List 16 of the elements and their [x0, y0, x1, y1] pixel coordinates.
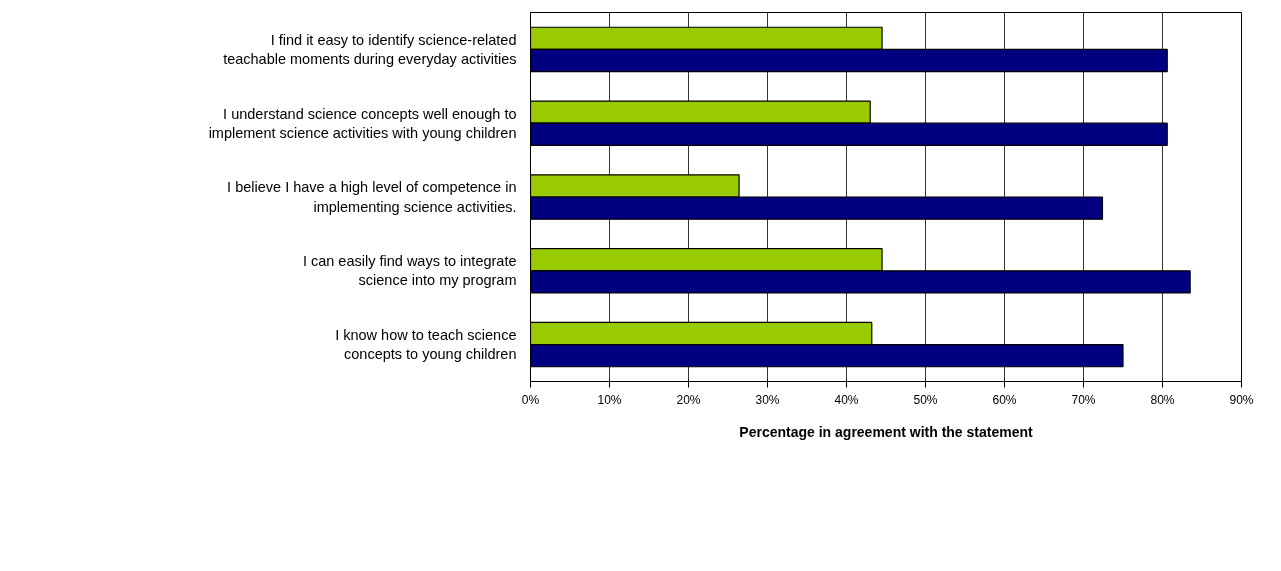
x-tick-label: 50% — [913, 392, 938, 407]
x-tick-label: 40% — [834, 392, 859, 407]
x-tick-label: 90% — [1229, 392, 1254, 407]
x-axis-title: Percentage in agreement with the statement — [739, 423, 1033, 440]
y-tick-label: I believe I have a high level of competence in implementing science activities. — [227, 179, 517, 215]
x-tick-label: 20% — [676, 392, 701, 407]
x-tick-label: 10% — [597, 392, 622, 407]
x-tick-label: 60% — [992, 392, 1017, 407]
y-tick-label: I understand science concepts well enough to implement science activities with young children — [208, 105, 517, 141]
y-tick-label: I can easily find ways to integrate science into my program — [302, 253, 517, 289]
x-tick-label: 30% — [755, 392, 780, 407]
y-tick-label: I find it easy to identify science-related teachable moments during everyday activities — [223, 31, 517, 67]
x-tick-label: 70% — [1071, 392, 1096, 407]
x-tick-label: 0% — [521, 392, 540, 407]
y-tick-label: I know how to teach science concepts to young children — [335, 327, 517, 363]
x-tick-label: 80% — [1150, 392, 1175, 407]
